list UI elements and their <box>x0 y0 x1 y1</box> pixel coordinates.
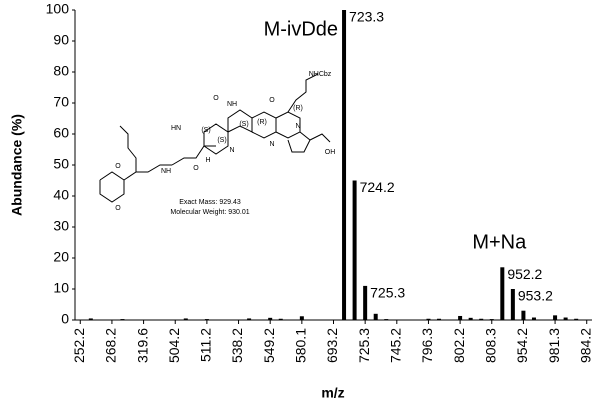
x-tick-label: 538.2 <box>229 328 245 363</box>
bar <box>204 319 209 320</box>
bar <box>120 319 125 320</box>
bar <box>384 319 389 320</box>
atom-label: O <box>193 165 199 172</box>
bar <box>247 318 252 320</box>
x-tick-label: 954.2 <box>514 328 530 363</box>
x-tick-label: 252.2 <box>71 328 87 363</box>
molecule-sketch <box>99 73 331 203</box>
bar <box>479 318 484 320</box>
x-tick-label: 693.2 <box>324 328 340 363</box>
x-axis-title: m/z <box>321 385 344 401</box>
x-tick-label: 319.6 <box>134 328 150 363</box>
y-tick-label: 20 <box>53 249 69 265</box>
x-tick-label: 511.2 <box>198 328 214 362</box>
y-tick-label: 90 <box>53 32 69 48</box>
atom-label: N <box>269 141 274 148</box>
bar <box>531 317 536 320</box>
atom-label: N <box>295 123 300 130</box>
x-tick-label: 504.2 <box>166 328 182 363</box>
x-tick-label: 725.3 <box>356 328 372 363</box>
y-tick-label: 60 <box>53 125 69 141</box>
bar <box>352 180 357 320</box>
exact-mass: Exact Mass: 929.43 <box>179 199 241 206</box>
atom-label: OH <box>325 149 336 156</box>
x-tick-label: 984.2 <box>577 328 593 363</box>
y-tick-label: 80 <box>53 63 69 79</box>
atom-label: (S) <box>201 127 210 134</box>
atom-label: HN <box>171 125 181 132</box>
x-tick-label: 796.3 <box>419 328 435 363</box>
bar <box>183 318 188 320</box>
bar <box>88 318 93 320</box>
x-tick-label: 808.3 <box>482 328 498 363</box>
x-tick-label: 981.3 <box>546 328 562 363</box>
bar <box>574 318 579 320</box>
x-tick-label: 549.2 <box>261 328 277 363</box>
atom-label: O <box>269 97 275 104</box>
y-tick-label: 30 <box>53 218 69 234</box>
bar <box>510 289 515 320</box>
y-tick-label: 0 <box>61 311 69 327</box>
bar <box>342 10 347 320</box>
atom-label: N <box>229 147 234 154</box>
bar <box>363 285 368 320</box>
peak-label: 724.2 <box>360 179 395 195</box>
y-tick-label: 40 <box>53 187 69 203</box>
peak-label: 723.3 <box>349 9 384 25</box>
molecular-weight: Molecular Weight: 930.01 <box>170 209 249 216</box>
atom-label: (R) <box>293 105 303 112</box>
bar <box>521 310 526 320</box>
bar <box>426 318 431 320</box>
atom-label: (S) <box>239 121 248 128</box>
y-tick-label: 100 <box>46 1 70 17</box>
bar <box>468 317 473 320</box>
bar <box>373 313 378 320</box>
bar <box>500 267 505 320</box>
peak-label: 953.2 <box>518 288 553 304</box>
bar <box>299 316 304 320</box>
x-tick-label: 580.1 <box>293 328 309 363</box>
x-tick-label: 745.2 <box>388 328 404 363</box>
atom-label: O <box>115 163 121 170</box>
x-tick-label: 802.2 <box>451 328 467 363</box>
y-tick-label: 50 <box>53 156 69 172</box>
x-tick-label: 268.2 <box>103 328 119 363</box>
atom-label: H <box>205 157 210 164</box>
bar <box>268 317 273 320</box>
bar <box>489 319 494 320</box>
annotation: M+Na <box>472 231 527 253</box>
bar <box>553 315 558 320</box>
bar <box>437 318 442 320</box>
atom-label: O <box>213 95 219 102</box>
atom-label: NH <box>227 101 237 108</box>
peak-label: 952.2 <box>507 266 542 282</box>
bar <box>278 318 283 320</box>
atom-label: NH <box>161 168 171 175</box>
atom-label: (R) <box>257 119 267 126</box>
annotation: M-ivDde <box>264 18 338 40</box>
atom-label: O <box>115 205 121 212</box>
atom-label: NHCbz <box>309 71 332 78</box>
atom-label: (S) <box>217 137 226 144</box>
bar <box>458 315 463 320</box>
bar <box>563 317 568 320</box>
y-axis-title: Abundance (%) <box>9 114 25 216</box>
peak-label: 725.3 <box>370 285 405 301</box>
y-tick-label: 70 <box>53 94 69 110</box>
y-tick-label: 10 <box>53 280 69 296</box>
